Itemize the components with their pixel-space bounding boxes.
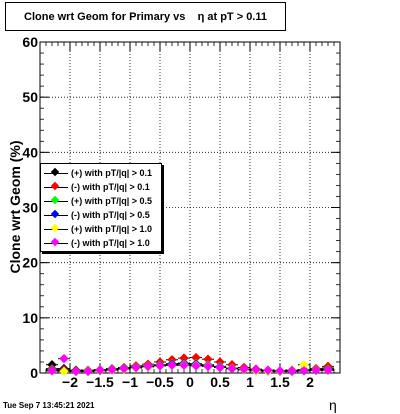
legend-item: (-) with pT/|q| > 0.5 xyxy=(41,208,150,222)
legend-diamond xyxy=(50,237,60,247)
legend-label: (-) with pT/|q| > 0.1 xyxy=(71,182,150,192)
data-point xyxy=(59,366,69,377)
data-point xyxy=(47,366,57,376)
legend-label: (-) with pT/|q| > 0.5 xyxy=(71,210,150,220)
x-tick-label: 2 xyxy=(306,374,314,390)
x-tick-label: −1.5 xyxy=(86,374,114,390)
data-point xyxy=(239,364,249,374)
data-point xyxy=(71,366,81,377)
data-point xyxy=(179,360,189,370)
data-point xyxy=(215,362,225,373)
legend-label: (+) with pT/|q| > 0.5 xyxy=(71,196,153,206)
legend-item: (-) with pT/|q| > 0.1 xyxy=(41,180,150,194)
legend-marker-icon xyxy=(41,194,71,208)
legend-marker-icon xyxy=(41,236,71,250)
y-axis-label: Clone wrt Geom (%) xyxy=(7,140,23,273)
x-tick-label: −1 xyxy=(122,374,138,390)
x-tick-label: −2 xyxy=(62,374,78,390)
y-tick-label: 50 xyxy=(22,89,38,105)
x-axis-label: η xyxy=(329,397,337,413)
data-point xyxy=(299,366,309,376)
y-tick-label: 40 xyxy=(22,144,38,160)
x-tick-label: −0.5 xyxy=(146,374,174,390)
legend-marker-icon xyxy=(41,208,71,222)
x-tick-label: 0.5 xyxy=(210,374,230,390)
data-point xyxy=(95,365,105,375)
data-point xyxy=(311,365,321,375)
legend-item: (+) with pT/|q| > 0.1 xyxy=(41,166,152,180)
y-tick-label: 60 xyxy=(22,34,38,50)
y-tick-label: 0 xyxy=(30,365,38,381)
data-point xyxy=(155,361,165,371)
data-point xyxy=(107,364,117,375)
data-point xyxy=(203,361,213,372)
legend-diamond xyxy=(50,223,60,233)
data-point xyxy=(83,366,93,377)
data-point xyxy=(323,365,333,375)
legend-label: (-) with pT/|q| > 1.0 xyxy=(71,238,150,248)
legend-item: (-) with pT/|q| > 1.0 xyxy=(41,236,150,250)
data-point xyxy=(131,362,141,373)
data-point xyxy=(119,363,129,374)
legend-label: (+) with pT/|q| > 0.1 xyxy=(71,168,153,178)
legend-marker-icon xyxy=(41,166,71,180)
data-point xyxy=(227,363,237,374)
legend-marker-icon xyxy=(41,222,71,236)
legend-diamond xyxy=(50,181,60,191)
data-point xyxy=(263,365,273,375)
x-tick-label: 0 xyxy=(186,374,194,390)
data-point xyxy=(167,360,177,370)
data-point xyxy=(287,366,297,376)
data-points xyxy=(46,352,334,377)
legend: (+) with pT/|q| > 0.1 (-) with pT/|q| > 0… xyxy=(40,163,162,252)
y-tick-label: 20 xyxy=(22,255,38,271)
data-point xyxy=(59,353,69,364)
x-tick-label: 1 xyxy=(246,374,254,390)
chart-title: Clone wrt Geom for Primary vs η at pT > … xyxy=(5,2,286,31)
legend-item: (+) with pT/|q| > 1.0 xyxy=(41,222,152,236)
legend-diamond xyxy=(50,167,60,177)
legend-label: (+) with pT/|q| > 1.0 xyxy=(71,224,153,234)
data-point xyxy=(275,366,285,376)
legend-item: (+) with pT/|q| > 0.5 xyxy=(41,194,152,208)
legend-marker-icon xyxy=(41,180,71,194)
timestamp: Tue Sep 7 13:45:21 2021 xyxy=(3,401,95,410)
x-tick-label: 1.5 xyxy=(270,374,290,390)
legend-diamond xyxy=(50,209,60,219)
data-point xyxy=(191,361,201,371)
data-point xyxy=(143,361,153,372)
y-tick-label: 10 xyxy=(22,310,38,326)
legend-diamond xyxy=(50,195,60,205)
y-tick-label: 30 xyxy=(22,200,38,216)
data-point xyxy=(251,364,261,375)
